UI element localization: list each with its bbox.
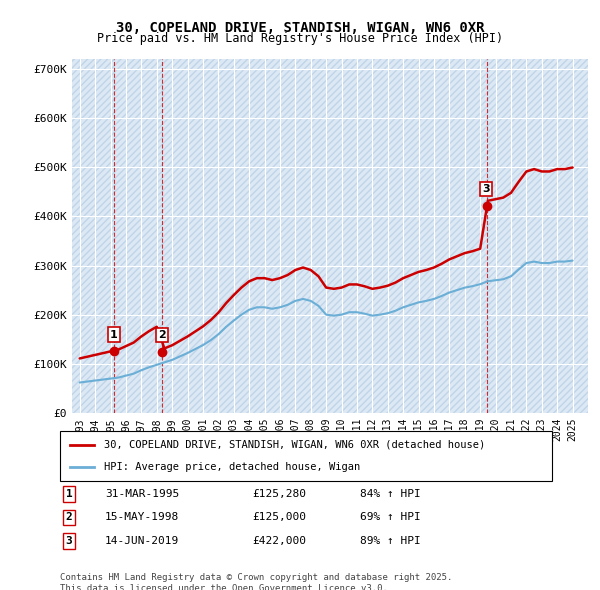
Text: 30, COPELAND DRIVE, STANDISH, WIGAN, WN6 0XR (detached house): 30, COPELAND DRIVE, STANDISH, WIGAN, WN6… [104,440,485,450]
Text: 15-MAY-1998: 15-MAY-1998 [105,513,179,522]
Text: 31-MAR-1995: 31-MAR-1995 [105,489,179,499]
Text: 30, COPELAND DRIVE, STANDISH, WIGAN, WN6 0XR: 30, COPELAND DRIVE, STANDISH, WIGAN, WN6… [116,21,484,35]
Text: 84% ↑ HPI: 84% ↑ HPI [360,489,421,499]
Text: HPI: Average price, detached house, Wigan: HPI: Average price, detached house, Wiga… [104,462,361,472]
Text: 14-JUN-2019: 14-JUN-2019 [105,536,179,546]
FancyBboxPatch shape [60,431,552,481]
Text: Contains HM Land Registry data © Crown copyright and database right 2025.
This d: Contains HM Land Registry data © Crown c… [60,573,452,590]
Text: £422,000: £422,000 [252,536,306,546]
Text: 3: 3 [482,183,490,194]
Text: Price paid vs. HM Land Registry's House Price Index (HPI): Price paid vs. HM Land Registry's House … [97,32,503,45]
Text: 3: 3 [65,536,73,546]
Text: £125,280: £125,280 [252,489,306,499]
Text: £125,000: £125,000 [252,513,306,522]
Text: 89% ↑ HPI: 89% ↑ HPI [360,536,421,546]
Text: 1: 1 [65,489,73,499]
Text: 1: 1 [110,330,118,340]
Text: 2: 2 [65,513,73,522]
Text: 2: 2 [158,330,166,340]
Text: 69% ↑ HPI: 69% ↑ HPI [360,513,421,522]
